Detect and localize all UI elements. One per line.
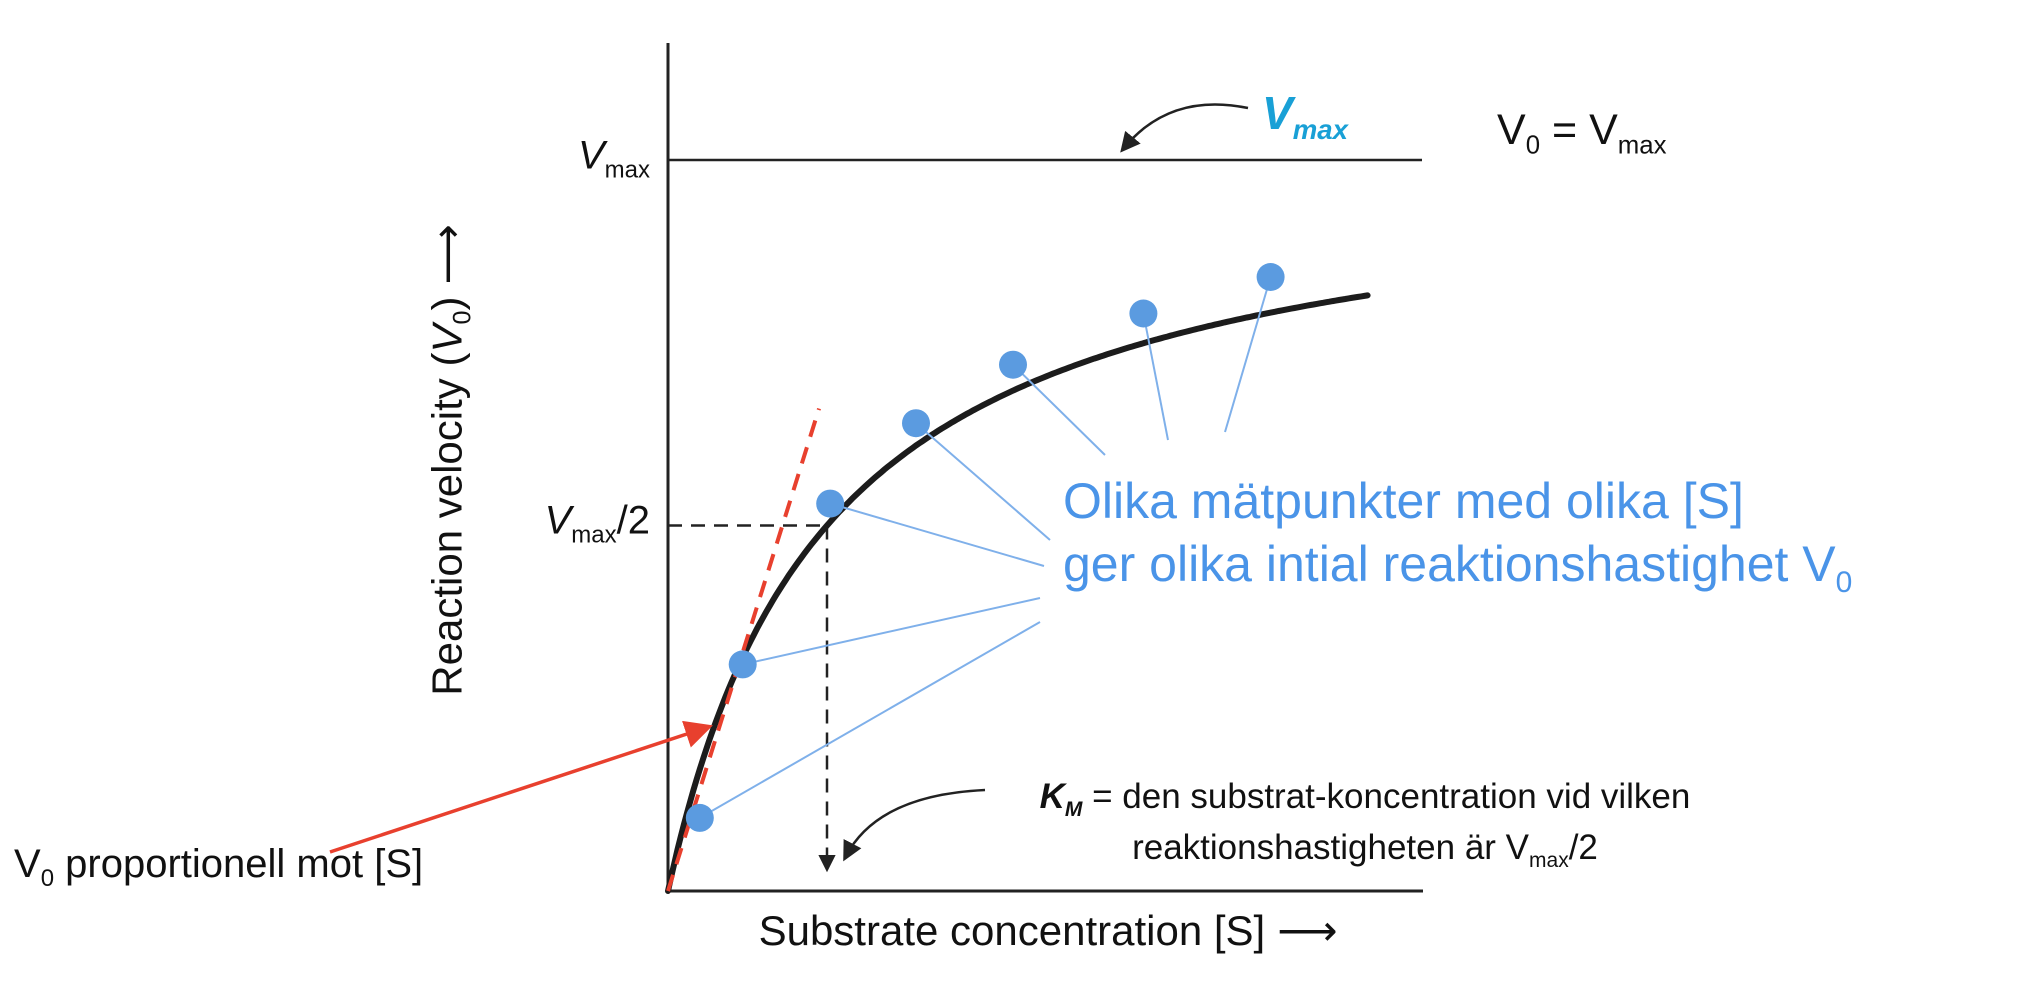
data-point [728, 650, 757, 679]
red-note-sub: 0 [40, 865, 55, 892]
km-note-line1-text: = den substrat-koncentration vid vilken [1082, 777, 1691, 816]
y-axis-title-close: ) [423, 296, 471, 311]
vmax-callout-sub: max [1292, 114, 1348, 146]
v0-var: V [1497, 106, 1526, 154]
km-note-line2-sub: max [1529, 849, 1569, 873]
measurement-points-note: Olika mätpunkter med olika [S] ger olika… [1063, 470, 1852, 602]
km-note-line2-suffix: /2 [1568, 828, 1598, 868]
km-note-line2: reaktionshastigheten är Vmax/2 [945, 824, 1785, 875]
vmax-callout-label: Vmax [1262, 86, 1348, 146]
vmax-var: V [577, 133, 605, 178]
initial-slope-note: V0 proportionell mot [S] [14, 842, 423, 893]
connector-line [915, 422, 1051, 541]
v0-sub: 0 [1525, 131, 1541, 160]
v0-equals-vmax-label: V0 = Vmax [1497, 106, 1667, 161]
right-arrow-icon: ⟶ [1277, 907, 1338, 954]
km-var-sub: M [1064, 798, 1083, 821]
km-definition-note: KM = den substrat-koncentration vid vilk… [945, 773, 1785, 876]
data-point [685, 803, 714, 832]
y-axis-title-var: V [423, 324, 471, 353]
km-note-line2-text: reaktionshastigheten är V [1132, 828, 1530, 868]
data-point [902, 409, 930, 438]
connector-line [829, 502, 1045, 567]
measurement-points-note-line2: ger olika intial reaktionshastighet V0 [1063, 533, 1852, 602]
km-callout-arrow [843, 788, 986, 862]
red-note-text: proportionell mot [S] [54, 842, 424, 886]
km-var: KM [1039, 777, 1083, 821]
up-arrow-icon: ⟶ [423, 224, 471, 285]
vmax-sub2: max [1617, 131, 1667, 160]
mm-curve [665, 292, 1371, 894]
half-vmax-suffix: /2 [616, 498, 650, 543]
y-axis-title: Reaction velocity (V0)⟶ [422, 224, 477, 695]
vmax-var2: V [1589, 106, 1618, 154]
connector-line [1142, 313, 1169, 441]
vmax-callout-arrow [1120, 103, 1249, 153]
x-axis-title: Substrate concentration [S] ⟶ [668, 906, 1428, 955]
vmax-sub: max [604, 156, 650, 184]
x-axis-title-text: Substrate concentration [S] [758, 907, 1266, 954]
y-tick-vmax: Vmax [470, 133, 650, 184]
plot-content-layer [665, 158, 1422, 894]
km-note-line1: KM = den substrat-koncentration vid vilk… [945, 773, 1785, 824]
measurement-points-note-line1: Olika mätpunkter med olika [S] [1063, 473, 1744, 529]
data-point [1129, 299, 1158, 328]
connector-line [1224, 276, 1272, 433]
km-var-letter: K [1039, 777, 1065, 816]
vmax-callout-var: V [1262, 87, 1293, 139]
y-tick-half-vmax: Vmax/2 [450, 498, 650, 549]
red-note-var: V [14, 842, 41, 886]
data-point [1256, 263, 1285, 291]
y-axis-title-sub: 0 [448, 310, 477, 325]
connector-line [742, 597, 1041, 666]
equals-sign: = [1540, 106, 1590, 154]
note-line2-sub: 0 [1835, 566, 1853, 599]
connector-line [1012, 363, 1106, 456]
data-point [999, 350, 1027, 379]
red-annotation-arrow [329, 720, 713, 854]
note-line2-text: ger olika intial reaktionshastighet V [1063, 536, 1836, 592]
half-vmax-var: V [544, 498, 572, 543]
connector-line [699, 621, 1041, 819]
half-vmax-sub: max [571, 521, 617, 549]
data-point [816, 489, 845, 518]
